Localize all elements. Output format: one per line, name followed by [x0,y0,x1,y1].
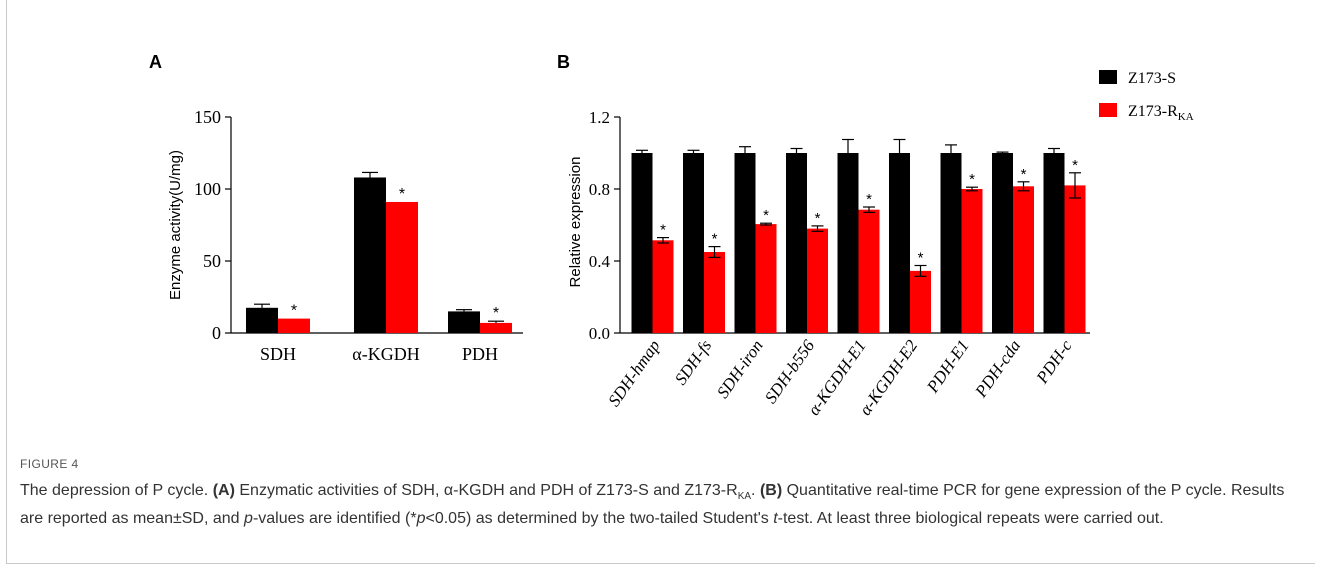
panel-b-bar-sdh-hmap-z173-r-ka [652,240,674,333]
panel-b-bar-sdh-iron-z173-r-ka [755,224,777,333]
panel-b-bar-sdh-b556-z173-s [786,153,807,333]
panel-b-bar-kgdh-e1-z173-s [837,153,859,333]
panel-b-y-tick-label: 0.0 [589,324,610,343]
figure-canvas: A Enzyme activity(U/mg) 0 50 100 150 * * * SD… [149,52,1194,419]
panel-a-y-axis-label: Enzyme activity(U/mg) [167,150,184,300]
panel-b-y-axis-label: Relative expression [567,157,584,288]
panel-a-significance-star: * [493,305,499,322]
figure-caption: FIGURE 4 The depression of P cycle. (A) … [20,457,1300,530]
panel-a-bar-pdh-z173-r-ka [480,322,512,333]
panel-b-label: B [557,52,570,72]
panel-b-bar-sdh-fs-z173-s [683,153,704,333]
panel-a-category-label: SDH [260,344,296,364]
panel-b-category-label: PDH-E1 [923,336,973,396]
legend: Z173-S Z173-RKA [1099,70,1194,123]
legend-swatch-z173-rka [1099,103,1117,117]
panel-a-bar-pdh-z173-s [448,311,480,333]
panel-b-bar-pdh-cda-z173-s [992,153,1013,333]
panel-a-y-tick-label: 150 [194,107,221,127]
panel-a-y-tick-label: 0 [212,323,221,343]
panel-a-label: A [149,52,162,72]
legend-label-z173-s: Z173-S [1128,70,1176,87]
panel-b-significance-star: * [969,171,975,188]
panel-b-bar-pdh-e1-z173-s [940,153,962,333]
panel-a-y-tick-label: 50 [203,251,221,271]
panel-b-y-tick-label: 1.2 [589,108,610,127]
caption-t-variable: t [773,510,778,528]
panel-b-category-label: SDH-b556 [761,336,819,407]
panel-b-significance-star: * [712,231,718,248]
panel-b-bar-pdh-e1-z173-r-ka [961,189,983,333]
panel-b-bar-pdh-cda-z173-r-ka [1013,186,1034,333]
legend-label-z173-rka: Z173-RKA [1128,103,1194,123]
caption-b-tag: (B) [759,482,783,499]
panel-b-category-label: SDH-iron [713,336,767,401]
panel-b-significance-star: * [1021,166,1027,183]
caption-a-tag: (A) [212,482,235,499]
panel-b-bar-sdh-hmap-z173-s [631,153,653,333]
panel-a-category-label: α-KGDH [352,344,419,364]
caption-pvalue-text-1: -values are identified (* [252,510,417,528]
caption-b-text: Quantitative real-time PCR for gene expr… [20,482,1285,528]
caption-t-text: -test. At least three biological repeats… [777,510,1164,528]
panel-b-significance-star: * [815,210,821,227]
panel-b-bar-sdh-b556-z173-r-ka [807,228,828,333]
panel-b-bar-kgdh-e2-z173-r-ka [910,270,931,333]
panel-b-category-label: PDH-c [1032,336,1076,388]
legend-swatch-z173-s [1099,70,1117,84]
panel-a: A Enzyme activity(U/mg) 0 50 100 150 * * * SD… [149,52,523,364]
panel-b-category-label: SDH-hmap [604,336,663,410]
panel-b-bar-sdh-fs-z173-r-ka [704,252,725,333]
caption-a-text: Enzymatic activities of SDH, α-KGDH and … [239,482,738,499]
panel-a-significance-star: * [399,186,405,203]
panel-b-bar-kgdh-e2-z173-s [889,153,910,333]
panel-b-significance-star: * [763,207,769,224]
caption-title: The depression of P cycle. [20,482,209,499]
panel-b-category-label: SDH-fs [671,336,715,388]
caption-p-variable-2: p [416,510,426,528]
figure-frame [6,0,1315,564]
caption-pvalue-text-2: <0.05) as determined by the two-tailed S… [425,510,769,528]
panel-b-significance-star: * [660,222,666,239]
caption-a-end: . [751,482,756,499]
panel-b-bar-pdh-c-z173-s [1043,153,1065,333]
panel-a-category-label: PDH [462,344,498,364]
caption-p-variable: p [244,510,253,528]
figure-number: FIGURE 4 [20,457,79,471]
panel-a-bar-sdh-z173-r-ka [278,318,310,333]
panel-b-bar-sdh-iron-z173-s [734,153,756,333]
panel-b-significance-star: * [866,191,872,208]
panel-a-bar-kgdh-z173-s [354,177,386,333]
panel-a-significance-star: * [291,303,297,320]
panel-b-bar-pdh-c-z173-r-ka [1064,185,1086,333]
panel-b-significance-star: * [918,250,924,267]
panel-b-y-tick-label: 0.8 [589,180,610,199]
panel-b-category-label: PDH-cda [971,336,1025,401]
panel-b-significance-star: * [1072,157,1078,174]
panel-b: B Relative expression 0.0 0.4 0.8 1.2 * * * * *… [557,52,1090,419]
caption-a-subscript: KA [737,491,752,503]
panel-b-y-tick-label: 0.4 [589,252,611,271]
caption-text: The depression of P cycle. (A) Enzymatic… [20,480,1300,530]
panel-a-y-tick-label: 100 [194,179,221,199]
panel-a-bar-sdh-z173-s [246,307,278,333]
panel-b-bar-kgdh-e1-z173-r-ka [858,209,880,333]
panel-a-bar-kgdh-z173-r-ka [386,201,418,333]
